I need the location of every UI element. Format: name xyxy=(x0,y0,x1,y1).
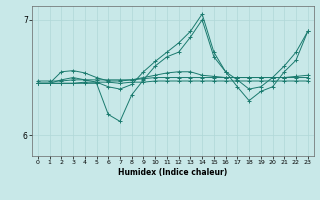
X-axis label: Humidex (Indice chaleur): Humidex (Indice chaleur) xyxy=(118,168,228,177)
